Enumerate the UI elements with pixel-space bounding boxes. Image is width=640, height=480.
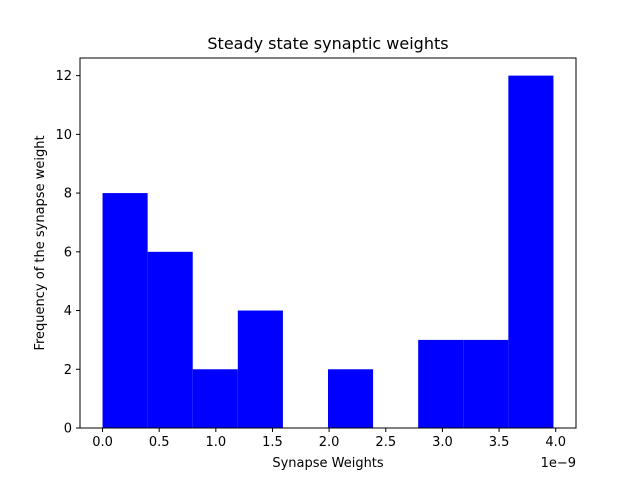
histogram-bar bbox=[192, 369, 238, 428]
x-tick-label: 3.0 bbox=[432, 435, 453, 450]
y-tick-label: 0 bbox=[64, 422, 72, 437]
x-tick-label: 0.0 bbox=[92, 435, 113, 450]
y-tick-label: 2 bbox=[64, 363, 72, 378]
histogram-bar bbox=[508, 75, 554, 428]
x-tick-label: 2.5 bbox=[375, 435, 396, 450]
histogram-bar bbox=[328, 369, 374, 428]
bars-group bbox=[102, 75, 554, 428]
x-axis-ticks: 0.0 0.5 1.0 1.5 2.0 2.5 3.0 3.5 4.0 bbox=[92, 428, 566, 450]
y-tick-label: 8 bbox=[64, 187, 72, 202]
x-tick-label: 1.0 bbox=[205, 435, 226, 450]
histogram-bar bbox=[463, 339, 509, 428]
histogram-bar bbox=[147, 251, 193, 428]
x-tick-label: 3.5 bbox=[489, 435, 510, 450]
histogram-bar bbox=[102, 193, 148, 428]
x-axis-offset-text: 1e−9 bbox=[541, 456, 576, 471]
x-tick-label: 1.5 bbox=[262, 435, 283, 450]
x-tick-label: 0.5 bbox=[149, 435, 170, 450]
x-tick-label: 2.0 bbox=[319, 435, 340, 450]
y-tick-label: 12 bbox=[55, 69, 72, 84]
y-tick-label: 10 bbox=[55, 128, 72, 143]
histogram-bar bbox=[418, 339, 464, 428]
y-axis-ticks: 0 2 4 6 8 10 12 bbox=[55, 69, 80, 437]
y-tick-label: 6 bbox=[64, 245, 72, 260]
y-tick-label: 4 bbox=[64, 304, 72, 319]
chart-title: Steady state synaptic weights bbox=[207, 34, 448, 53]
x-axis-label: Synapse Weights bbox=[272, 456, 384, 471]
y-axis-label: Frequency of the synapse weight bbox=[33, 135, 48, 350]
histogram-bar bbox=[237, 310, 283, 428]
x-tick-label: 4.0 bbox=[545, 435, 566, 450]
axes-frame bbox=[79, 57, 577, 429]
